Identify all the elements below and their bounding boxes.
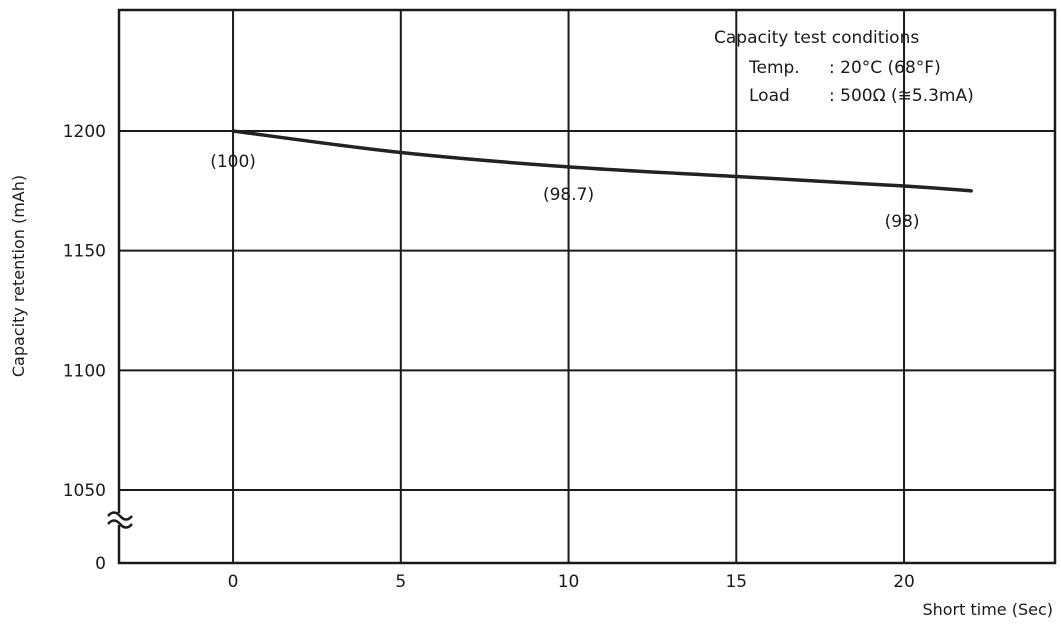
series-lines: [231, 129, 973, 193]
tick-labels: 0 5 10 15 20 1050 1100 1150 1200 0: [63, 122, 915, 592]
plot-frame: [117, 8, 1057, 565]
x-tick-label: 5: [395, 572, 406, 592]
axis-break-mark: [107, 511, 133, 529]
axis-break-wave-top: [107, 511, 133, 521]
data-label: (98): [885, 212, 920, 232]
test-conditions: Capacity test conditions Temp. : 20°C (6…: [714, 28, 974, 106]
conditions-load-label: Load: [749, 86, 790, 106]
y-tick-label-zero: 0: [95, 554, 106, 574]
x-tick-label: 20: [893, 572, 915, 592]
x-tick-label: 15: [725, 572, 747, 592]
conditions-temp-label: Temp.: [748, 58, 800, 78]
conditions-title: Capacity test conditions: [714, 28, 919, 48]
conditions-load-value: : 500Ω (≅5.3mA): [829, 86, 974, 106]
x-tick-label: 0: [228, 572, 239, 592]
y-axis-title: Capacity retention (mAh): [9, 175, 28, 377]
series-line-0: [231, 129, 973, 193]
y-tick-label: 1100: [63, 361, 106, 381]
y-tick-label: 1150: [63, 242, 106, 262]
y-tick-label: 1050: [63, 481, 106, 501]
x-axis-title: Short time (Sec): [922, 600, 1053, 619]
data-labels: (100) (98.7) (98): [210, 152, 919, 232]
grid-lines: [119, 10, 1055, 563]
axis-break-wave-bottom: [107, 519, 133, 529]
conditions-temp-value: : 20°C (68°F): [829, 58, 941, 78]
axis-break-gap: [110, 513, 130, 525]
data-label: (98.7): [543, 185, 594, 205]
data-label: (100): [210, 152, 256, 172]
x-tick-label: 10: [558, 572, 580, 592]
y-tick-label: 1200: [63, 122, 106, 142]
